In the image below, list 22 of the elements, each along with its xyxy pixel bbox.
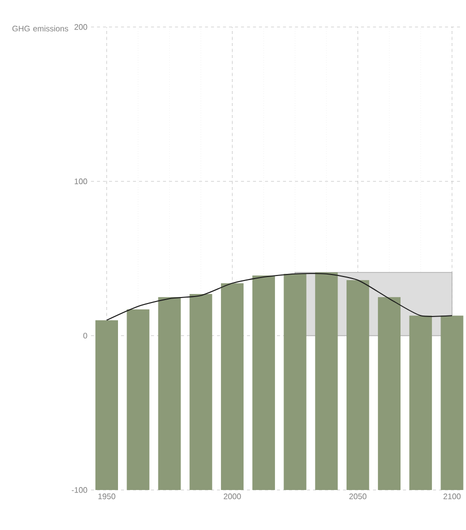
y-tick-label: -100 xyxy=(72,487,88,493)
x-tick-label: 2050 xyxy=(349,494,366,500)
y-axis-title: GHG emissions xyxy=(12,26,68,32)
bar xyxy=(190,294,212,490)
bar xyxy=(95,320,118,490)
line-series xyxy=(106,273,453,321)
bar xyxy=(409,316,432,490)
bar xyxy=(346,280,370,490)
y-tick-label: 0 xyxy=(83,332,88,338)
x-tick-label: 2100 xyxy=(444,494,461,500)
bar xyxy=(440,316,464,490)
bar xyxy=(158,297,181,490)
bar xyxy=(126,309,150,490)
bar xyxy=(252,275,275,490)
bar xyxy=(284,274,306,490)
bar xyxy=(220,283,244,490)
bar xyxy=(378,297,401,490)
x-tick-label: 1950 xyxy=(98,494,116,500)
y-tick-label: 100 xyxy=(74,178,88,184)
y-tick-label: 200 xyxy=(74,24,88,30)
bar xyxy=(315,272,338,490)
x-tick-label: 2000 xyxy=(224,494,241,500)
